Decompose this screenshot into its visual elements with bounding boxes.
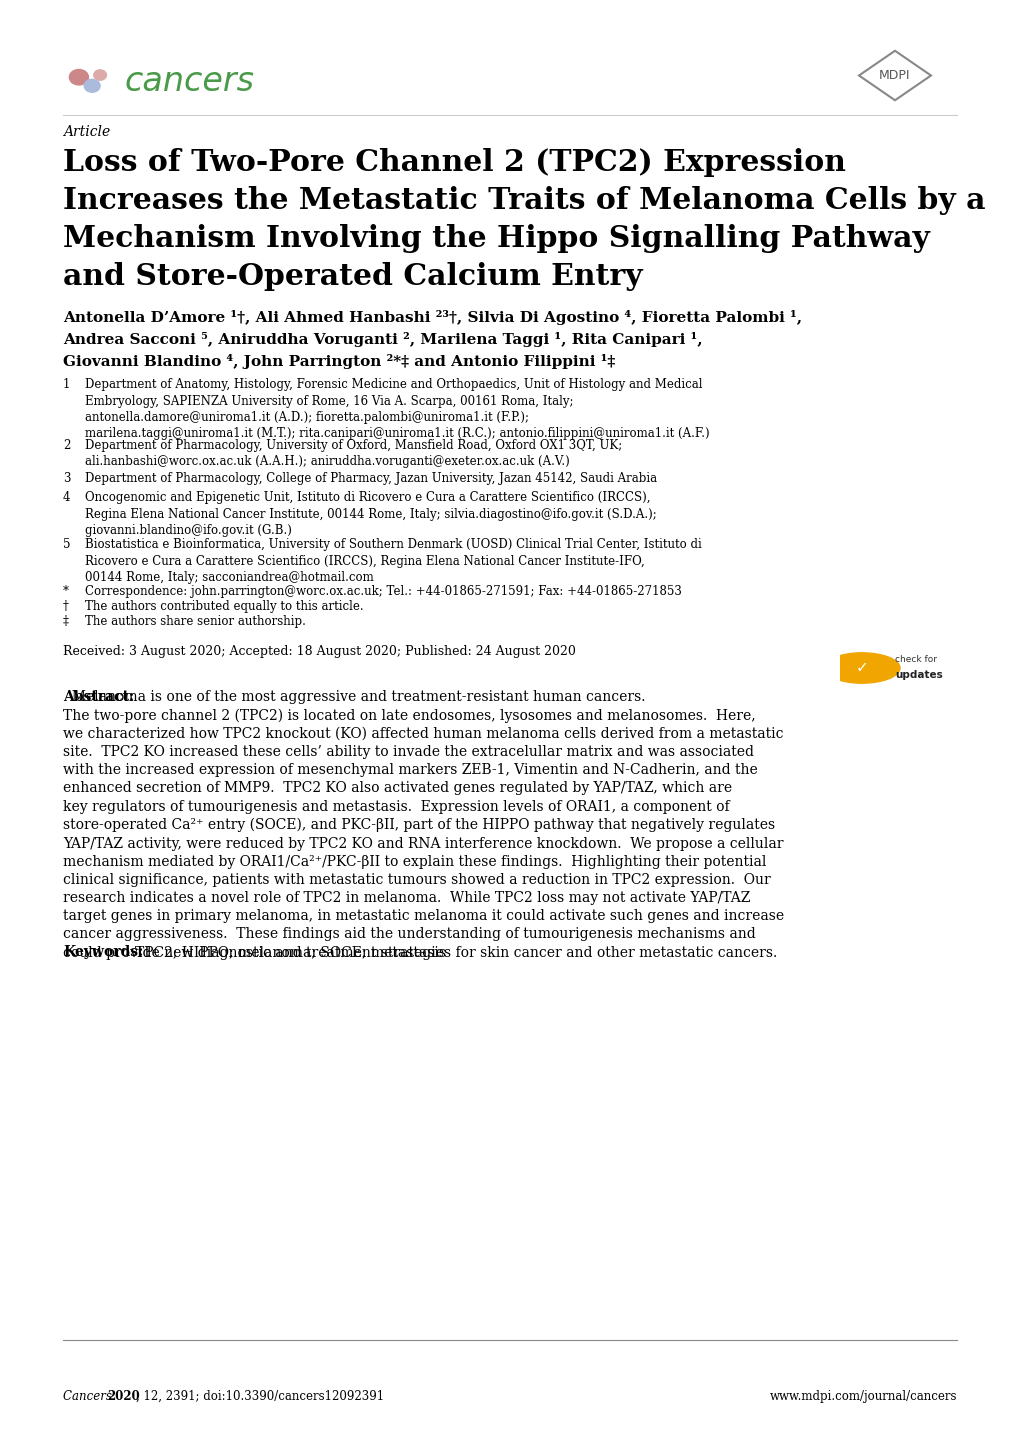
Circle shape bbox=[823, 653, 899, 684]
Circle shape bbox=[94, 69, 106, 81]
Text: ‡: ‡ bbox=[63, 614, 69, 629]
Text: The authors contributed equally to this article.: The authors contributed equally to this … bbox=[85, 600, 363, 613]
Text: Correspondence: john.parrington@worc.ox.ac.uk; Tel.: +44-01865-271591; Fax: +44-: Correspondence: john.parrington@worc.ox.… bbox=[85, 585, 682, 598]
Circle shape bbox=[85, 79, 100, 92]
Text: Abstract:: Abstract: bbox=[63, 691, 133, 704]
Text: 3: 3 bbox=[63, 472, 70, 485]
Text: Department of Pharmacology, College of Pharmacy, Jazan University, Jazan 45142, : Department of Pharmacology, College of P… bbox=[85, 472, 656, 485]
Text: *: * bbox=[63, 585, 69, 598]
Text: 5: 5 bbox=[63, 538, 70, 551]
Text: TPC2; HIPPO; melanoma; SOCE; metastasis: TPC2; HIPPO; melanoma; SOCE; metastasis bbox=[135, 945, 445, 959]
Text: Oncogenomic and Epigenetic Unit, Istituto di Ricovero e Cura a Carattere Scienti: Oncogenomic and Epigenetic Unit, Istitut… bbox=[85, 490, 656, 536]
Text: The authors share senior authorship.: The authors share senior authorship. bbox=[85, 614, 306, 629]
Text: Article: Article bbox=[63, 125, 110, 138]
Text: 2020: 2020 bbox=[107, 1390, 140, 1403]
Text: MDPI: MDPI bbox=[878, 69, 910, 82]
Text: ✓: ✓ bbox=[855, 660, 867, 675]
Text: Biostatistica e Bioinformatica, University of Southern Denmark (UOSD) Clinical T: Biostatistica e Bioinformatica, Universi… bbox=[85, 538, 701, 584]
Text: †: † bbox=[63, 600, 69, 613]
Text: 4: 4 bbox=[63, 490, 70, 505]
Circle shape bbox=[69, 69, 89, 85]
Text: Mechanism Involving the Hippo Signalling Pathway: Mechanism Involving the Hippo Signalling… bbox=[63, 224, 929, 252]
Text: and Store-Operated Calcium Entry: and Store-Operated Calcium Entry bbox=[63, 262, 642, 291]
Text: Increases the Metastatic Traits of Melanoma Cells by a: Increases the Metastatic Traits of Melan… bbox=[63, 186, 984, 215]
Text: Received: 3 August 2020; Accepted: 18 August 2020; Published: 24 August 2020: Received: 3 August 2020; Accepted: 18 Au… bbox=[63, 645, 576, 658]
Text: Melanoma is one of the most aggressive and treatment-resistant human cancers.
Th: Melanoma is one of the most aggressive a… bbox=[63, 691, 784, 959]
Text: Department of Anatomy, Histology, Forensic Medicine and Orthopaedics, Unit of Hi: Department of Anatomy, Histology, Forens… bbox=[85, 378, 709, 440]
Text: cancers: cancers bbox=[124, 65, 254, 98]
Text: Andrea Sacconi ⁵, Aniruddha Voruganti ², Marilena Taggi ¹, Rita Canipari ¹,: Andrea Sacconi ⁵, Aniruddha Voruganti ²,… bbox=[63, 332, 702, 348]
Text: Cancers: Cancers bbox=[63, 1390, 115, 1403]
Text: Antonella D’Amore ¹†, Ali Ahmed Hanbashi ²³†, Silvia Di Agostino ⁴, Fioretta Pal: Antonella D’Amore ¹†, Ali Ahmed Hanbashi… bbox=[63, 310, 801, 324]
Text: www.mdpi.com/journal/cancers: www.mdpi.com/journal/cancers bbox=[768, 1390, 956, 1403]
Text: , 12, 2391; doi:10.3390/cancers12092391: , 12, 2391; doi:10.3390/cancers12092391 bbox=[136, 1390, 384, 1403]
Text: 2: 2 bbox=[63, 438, 70, 451]
Text: Loss of Two-Pore Channel 2 (TPC2) Expression: Loss of Two-Pore Channel 2 (TPC2) Expres… bbox=[63, 149, 845, 177]
Text: 1: 1 bbox=[63, 378, 70, 391]
Text: Department of Pharmacology, University of Oxford, Mansfield Road, Oxford OX1 3QT: Department of Pharmacology, University o… bbox=[85, 438, 622, 469]
Text: Giovanni Blandino ⁴, John Parrington ²*‡ and Antonio Filippini ¹‡: Giovanni Blandino ⁴, John Parrington ²*‡… bbox=[63, 353, 614, 369]
Text: updates: updates bbox=[894, 669, 942, 679]
Text: Keywords:: Keywords: bbox=[63, 945, 143, 959]
Text: check for: check for bbox=[894, 656, 936, 665]
